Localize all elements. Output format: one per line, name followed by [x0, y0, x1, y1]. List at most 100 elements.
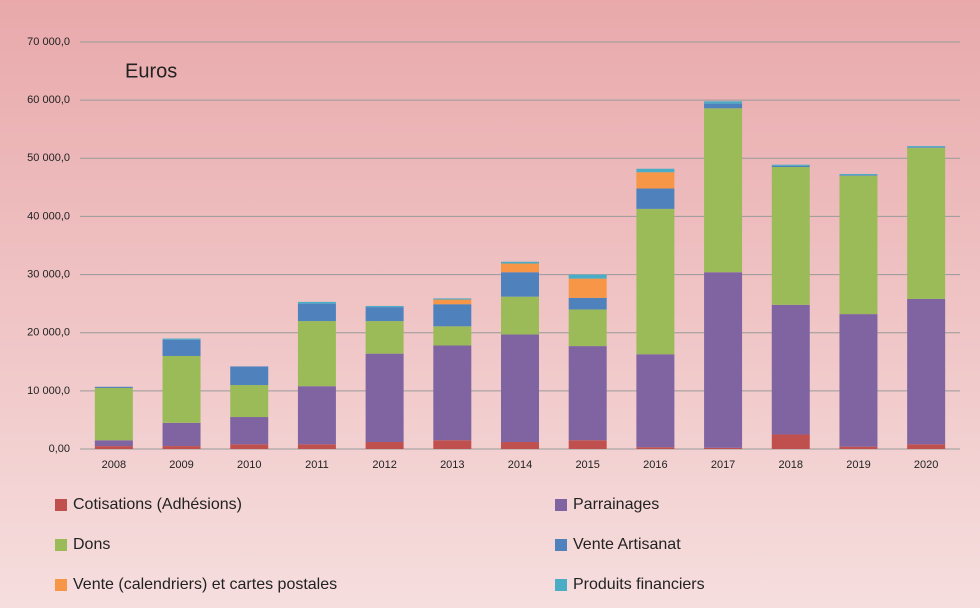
- bar-segment: [636, 447, 675, 449]
- bar-segment: [501, 442, 539, 449]
- bar-segment: [839, 175, 878, 176]
- bar-segment: [704, 108, 743, 273]
- bar-segment: [568, 440, 607, 449]
- bar-segment: [162, 355, 201, 423]
- x-tick-label: 2010: [237, 459, 261, 471]
- bar-segment: [501, 334, 539, 443]
- x-tick-label: 2020: [914, 459, 938, 471]
- legend-swatch: [55, 499, 67, 511]
- x-tick-label: 2012: [372, 459, 396, 471]
- legend-swatch: [555, 499, 567, 511]
- bar-segment: [297, 386, 336, 445]
- bar-segment: [365, 442, 404, 449]
- bar-segment: [94, 386, 133, 388]
- bar-segment: [568, 297, 607, 310]
- bar-segment: [501, 261, 539, 264]
- x-tick-label: 2008: [102, 459, 126, 471]
- legend-swatch: [55, 579, 67, 591]
- legend-label: Vente Artisanat: [573, 536, 681, 553]
- bar-segment: [704, 447, 743, 449]
- bar-segment: [365, 307, 404, 322]
- bar-segment: [297, 444, 336, 449]
- legend-label: Parrainages: [573, 496, 659, 513]
- x-tick-label: 2017: [711, 459, 735, 471]
- x-tick-label: 2015: [575, 459, 599, 471]
- x-tick-label: 2009: [169, 459, 193, 471]
- chart-title: Euros: [125, 60, 177, 82]
- bar-segment: [907, 146, 946, 148]
- bar-segment: [704, 101, 743, 104]
- bar-segment: [365, 321, 404, 354]
- bar-segment: [94, 387, 133, 441]
- bar-segment: [365, 305, 404, 308]
- bar-segment: [501, 272, 539, 297]
- y-tick-label: 30 000,0: [27, 268, 70, 280]
- legend-label: Produits financiers: [573, 576, 705, 593]
- legend-swatch: [555, 539, 567, 551]
- y-tick-label: 60 000,0: [27, 94, 70, 106]
- bar-segment: [433, 299, 472, 305]
- bar-segment: [433, 304, 472, 327]
- bar-segment: [839, 446, 878, 449]
- bar-segment: [771, 167, 810, 305]
- bar-segment: [365, 353, 404, 443]
- x-tick-label: 2014: [508, 459, 532, 471]
- bar-segment: [771, 165, 810, 168]
- bar-segment: [230, 444, 269, 449]
- y-tick-label: 70 000,0: [27, 36, 70, 48]
- bar-segment: [636, 208, 675, 355]
- bar-segment: [907, 444, 946, 449]
- bar-segment: [636, 168, 675, 173]
- bar-segment: [433, 298, 472, 300]
- bar-segment: [501, 263, 539, 273]
- y-tick-label: 10 000,0: [27, 385, 70, 397]
- y-tick-label: 40 000,0: [27, 210, 70, 222]
- bar-segment: [839, 175, 878, 315]
- x-tick-label: 2019: [846, 459, 870, 471]
- bar-segment: [839, 314, 878, 447]
- bar-segment: [162, 446, 201, 449]
- bar-segment: [704, 272, 743, 448]
- bar-segment: [771, 434, 810, 449]
- bar-segment: [839, 173, 878, 176]
- bar-segment: [94, 440, 133, 447]
- bar-segment: [230, 417, 269, 445]
- legend-label: Vente (calendriers) et cartes postales: [73, 576, 337, 593]
- bar-segment: [568, 274, 607, 279]
- bar-segment: [907, 298, 946, 445]
- bar-segment: [636, 354, 675, 448]
- y-tick-label: 50 000,0: [27, 152, 70, 164]
- bar-segment: [568, 309, 607, 347]
- bar-segment: [704, 103, 743, 109]
- x-tick-label: 2013: [440, 459, 464, 471]
- bar-segment: [230, 366, 269, 386]
- bar-segment: [162, 338, 201, 340]
- x-tick-label: 2016: [643, 459, 667, 471]
- x-tick-label: 2018: [779, 459, 803, 471]
- bar-segment: [907, 147, 946, 148]
- bar-segment: [568, 346, 607, 441]
- legend-swatch: [55, 539, 67, 551]
- bar-segment: [162, 422, 201, 447]
- bar-segment: [297, 301, 336, 304]
- bar-segment: [162, 339, 201, 356]
- bar-segment: [230, 385, 269, 418]
- bar-segment: [568, 278, 607, 298]
- bar-segment: [771, 164, 810, 166]
- y-tick-label: 20 000,0: [27, 327, 70, 339]
- bar-segment: [907, 147, 946, 299]
- x-tick-label: 2011: [305, 459, 329, 471]
- legend-swatch: [555, 579, 567, 591]
- bar-segment: [771, 304, 810, 435]
- legend-label: Dons: [73, 536, 110, 553]
- bar-segment: [433, 345, 472, 441]
- bar-segment: [636, 172, 675, 189]
- bar-segment: [433, 440, 472, 449]
- bar-segment: [94, 446, 133, 449]
- bar-segment: [433, 326, 472, 346]
- bar-segment: [297, 303, 336, 322]
- legend-label: Cotisations (Adhésions): [73, 496, 242, 513]
- bar-segment: [501, 296, 539, 335]
